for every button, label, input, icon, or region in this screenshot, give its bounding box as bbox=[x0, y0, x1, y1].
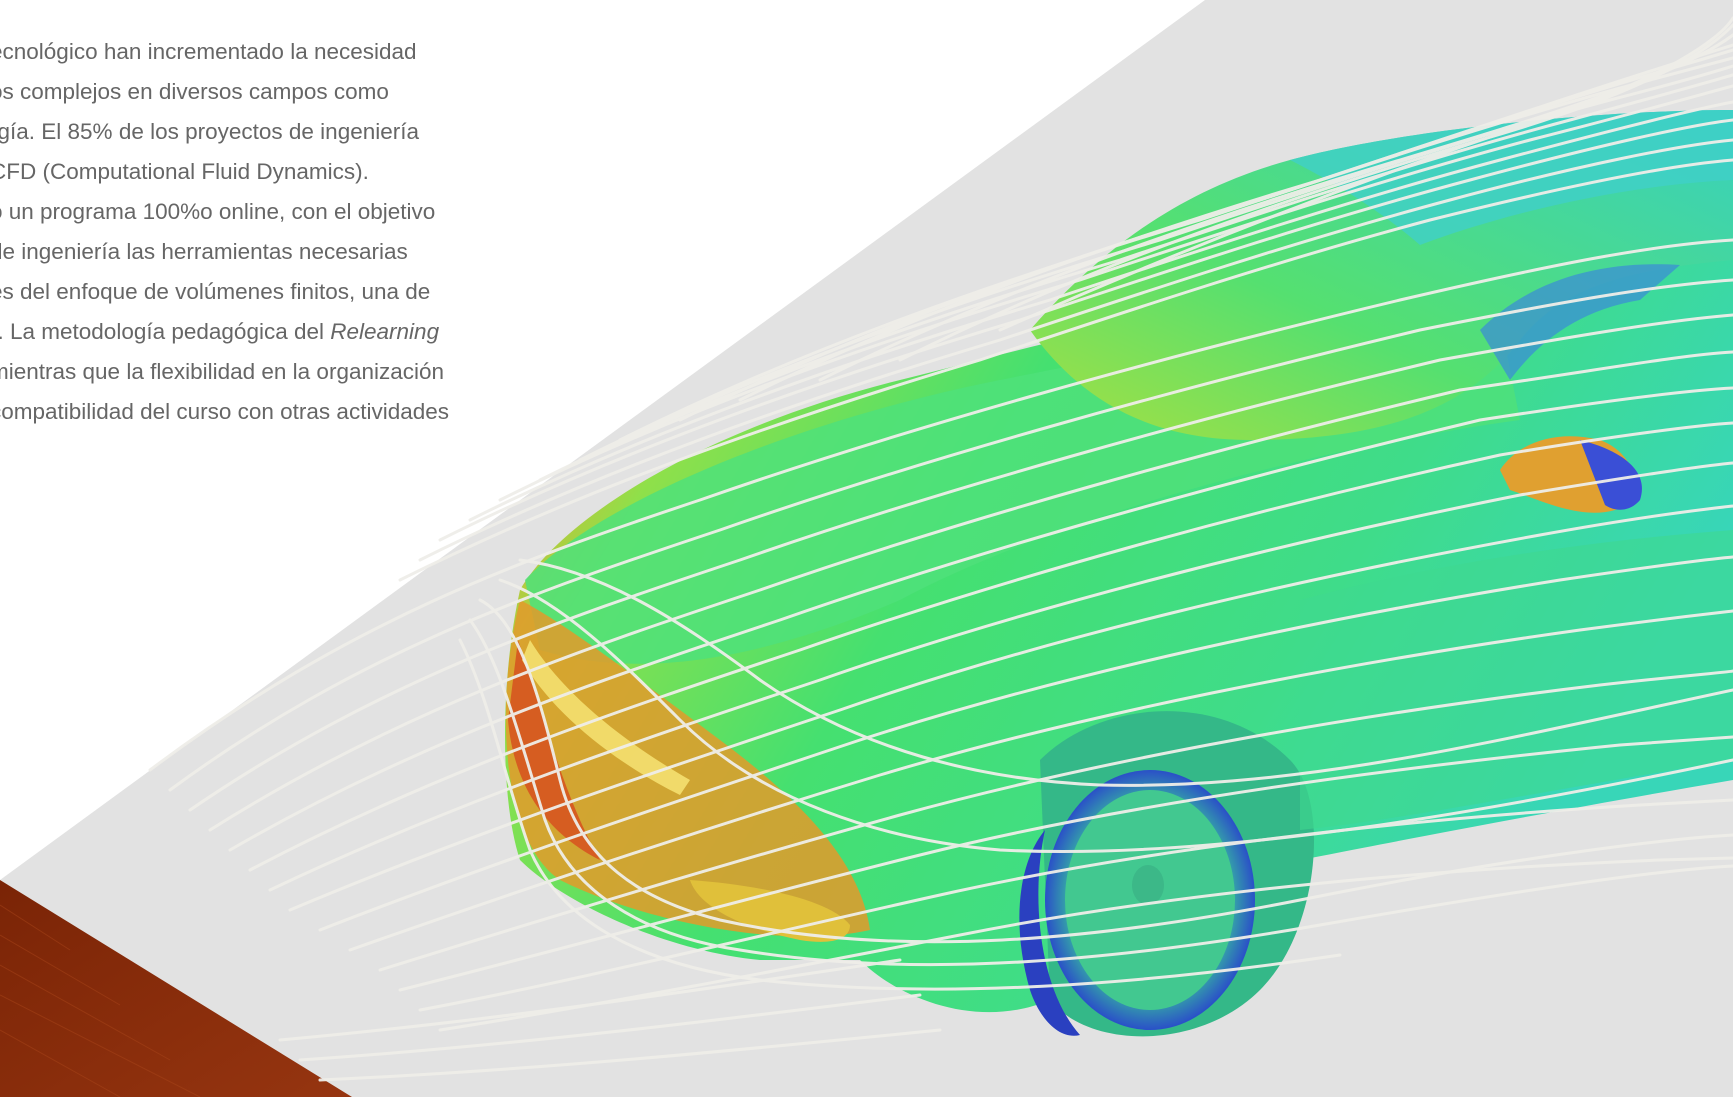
corner-accent bbox=[0, 880, 352, 1097]
streamlines bbox=[148, 16, 1733, 1082]
intro-line-text: ). La metodología pedagógica del bbox=[0, 319, 324, 344]
intro-line: o un programa 100%o online, con el objet… bbox=[0, 199, 436, 224]
intro-line: rgía. El 85% de los proyectos de ingenie… bbox=[0, 119, 420, 144]
intro-line: ecnológico han incrementado la necesidad bbox=[0, 39, 417, 64]
car-body bbox=[505, 110, 1733, 1037]
intro-line: és del enfoque de volúmenes finitos, una… bbox=[0, 279, 431, 304]
relearning-emphasis: Relearning bbox=[330, 319, 440, 344]
intro-line: os complejos en diversos campos como bbox=[0, 79, 389, 104]
intro-line: compatibilidad del curso con otras activ… bbox=[0, 399, 449, 424]
intro-line-with-emphasis: ). La metodología pedagógica del Relearn… bbox=[0, 312, 520, 352]
intro-line: CFD (Computational Fluid Dynamics). bbox=[0, 159, 369, 184]
intro-line: de ingeniería las herramientas necesaria… bbox=[0, 239, 408, 264]
intro-paragraph: ecnológico han incrementado la necesidad… bbox=[0, 32, 520, 432]
intro-line: mientras que la flexibilidad en la organ… bbox=[0, 359, 445, 384]
